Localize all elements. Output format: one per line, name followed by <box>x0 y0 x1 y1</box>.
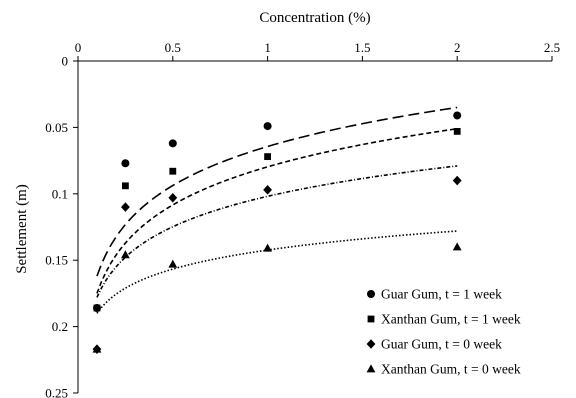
data-point-circle <box>121 159 130 168</box>
x-tick-label: 2 <box>454 40 461 55</box>
legend-label: Xanthan Gum, t = 0 week <box>381 362 521 377</box>
data-point-square <box>264 153 271 161</box>
data-point-square <box>93 304 101 312</box>
y-tick-label: 0.25 <box>45 386 68 398</box>
legend-marker-diamond <box>366 339 376 349</box>
data-point-diamond <box>452 175 462 186</box>
data-point-circle <box>263 122 272 131</box>
trendlines <box>96 106 458 314</box>
data-point-square <box>122 182 129 190</box>
trendline <box>96 127 458 294</box>
y-tick-label: 0.15 <box>45 253 68 268</box>
x-axis-title: Concentration (%) <box>259 10 370 26</box>
x-tick-label: 0.5 <box>165 40 181 55</box>
legend-label: Xanthan Gum, t = 1 week <box>381 312 521 327</box>
data-point-circle <box>168 139 177 148</box>
data-point-triangle <box>263 243 272 252</box>
legend: Guar Gum, t = 1 week Xanthan Gum, t = 1 w… <box>366 287 521 377</box>
data-point-square <box>169 167 177 175</box>
data-point-diamond <box>121 202 130 212</box>
trendline <box>96 165 458 298</box>
trendline <box>96 106 458 277</box>
legend-label: Guar Gum, t = 1 week <box>381 287 502 302</box>
y-tick-label: 0.2 <box>52 319 68 334</box>
data-point-circle <box>453 111 462 120</box>
data-points <box>92 111 462 354</box>
legend-marker-square <box>367 315 375 323</box>
y-tick-label: 0.1 <box>52 186 68 201</box>
x-axis-ticks: 0 0.5 1 1.5 2 2.5 <box>75 40 560 61</box>
legend-label: Guar Gum, t = 0 week <box>381 337 502 352</box>
data-point-diamond <box>168 192 178 203</box>
data-point-triangle <box>452 242 462 251</box>
y-axis-title: Settlement (m) <box>14 184 30 274</box>
legend-marker-circle <box>367 290 375 298</box>
y-tick-label: 0.05 <box>45 120 68 135</box>
x-tick-label: 1.5 <box>354 40 370 55</box>
x-tick-label: 1 <box>264 40 271 55</box>
y-axis-ticks: 0 0.05 0.1 0.15 0.2 0.25 <box>45 54 78 398</box>
x-tick-label: 2.5 <box>544 40 560 55</box>
y-tick-label: 0 <box>62 54 69 69</box>
legend-marker-triangle <box>366 364 376 373</box>
data-point-triangle <box>92 344 102 353</box>
data-point-triangle <box>168 259 178 268</box>
data-point-triangle <box>121 250 130 259</box>
x-tick-label: 0 <box>75 40 82 55</box>
data-point-square <box>453 127 461 135</box>
data-point-diamond <box>263 185 272 195</box>
